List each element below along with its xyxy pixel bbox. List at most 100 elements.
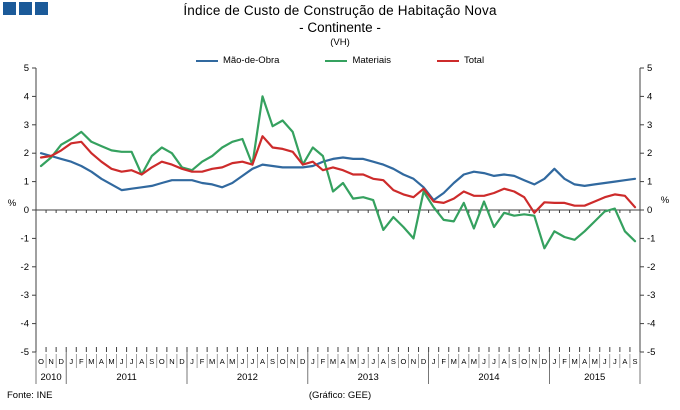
y-tick-label-right: -1 (647, 233, 655, 244)
x-month-label: F (321, 357, 326, 366)
x-month-label: M (229, 357, 235, 366)
x-month-label: J (240, 357, 244, 366)
x-month-label: J (130, 357, 134, 366)
y-tick-label-right: 3 (647, 120, 652, 131)
logo-square (35, 2, 48, 15)
y-tick-label-right: 0 (647, 205, 652, 216)
x-year-label: 2012 (237, 372, 258, 383)
x-month-label: D (542, 357, 548, 366)
legend-line-swatch (436, 59, 459, 62)
series-line-m-o-de-obra (39, 152, 637, 202)
x-month-label: M (108, 357, 114, 366)
x-month-label: S (391, 357, 396, 366)
series-line-total (39, 135, 637, 214)
x-month-label: J (553, 357, 557, 366)
page-title: Índice de Custo de Construção de Habitaç… (183, 3, 497, 18)
y-tick-label-left: -2 (21, 262, 29, 273)
y-tick-label-right: 5 (647, 63, 652, 74)
x-month-label: O (280, 357, 286, 366)
x-month-label: D (421, 357, 427, 366)
legend-label: Total (463, 55, 485, 66)
x-month-label: O (159, 357, 165, 366)
x-month-label: A (139, 357, 144, 366)
legend-label: Mão-de-Obra (222, 55, 280, 66)
legend-line-swatch (325, 59, 348, 62)
footer-source: Fonte: INE (7, 390, 53, 401)
x-month-label: S (512, 357, 517, 366)
x-month-label: D (300, 357, 306, 366)
x-month-label: J (432, 357, 436, 366)
x-month-label: D (58, 357, 64, 366)
x-month-label: A (341, 357, 346, 366)
title-block: Índice de Custo de Construção de Habitaç… (0, 3, 680, 48)
x-month-label: J (613, 357, 617, 366)
x-month-label: J (371, 357, 375, 366)
x-month-label: M (88, 357, 94, 366)
x-month-label: J (251, 357, 255, 366)
x-month-label: M (451, 357, 457, 366)
x-year-label: 2011 (116, 372, 136, 383)
y-tick-label-left: 3 (24, 120, 29, 131)
x-month-label: F (441, 357, 446, 366)
x-month-label: J (482, 357, 486, 366)
x-month-label: J (361, 357, 365, 366)
y-tick-label-right: 4 (647, 91, 652, 102)
x-month-label: N (532, 357, 537, 366)
x-year-label: 2010 (41, 372, 62, 383)
x-month-label: A (622, 357, 627, 366)
x-month-label: M (471, 357, 477, 366)
x-month-label: N (290, 357, 295, 366)
y-tick-label-left: -4 (21, 319, 29, 330)
y-tick-label-right: 1 (647, 177, 652, 188)
x-month-label: A (461, 357, 466, 366)
footer-credit: (Gráfico: GEE) (308, 390, 372, 401)
legend-item-m-o-de-obra: Mão-de-Obra (195, 55, 280, 66)
x-month-label: O (38, 357, 44, 366)
unit-label: (VH) (330, 37, 350, 48)
y-tick-label-right: -3 (647, 290, 655, 301)
y-tick-label-left: 4 (24, 91, 29, 102)
y-axis-unit-left: % (8, 198, 17, 209)
logo-square (3, 2, 16, 15)
x-month-label: D (179, 357, 185, 366)
legend: Mão-de-Obra Materiais Total (0, 55, 680, 66)
x-month-label: S (632, 357, 637, 366)
x-month-label: M (330, 357, 336, 366)
x-month-label: J (190, 357, 194, 366)
x-month-label: J (492, 357, 496, 366)
y-tick-label-left: 0 (24, 205, 29, 216)
logo-squares (3, 2, 48, 15)
y-tick-label-left: -5 (21, 347, 29, 358)
x-month-label: A (582, 357, 587, 366)
legend-item-total: Total (436, 55, 485, 66)
x-year-label: 2015 (584, 372, 605, 383)
legend-item-materiais: Materiais (325, 55, 391, 66)
y-tick-label-right: -4 (647, 319, 655, 330)
y-tick-label-right: -2 (647, 262, 655, 273)
y-tick-label-left: 1 (24, 177, 29, 188)
x-month-label: O (401, 357, 407, 366)
x-year-label: 2014 (478, 372, 499, 383)
x-month-label: A (381, 357, 386, 366)
x-month-label: J (603, 357, 607, 366)
y-tick-label-left: -1 (21, 233, 29, 244)
x-month-label: M (592, 357, 598, 366)
y-tick-label-left: 2 (24, 148, 29, 159)
x-month-label: N (48, 357, 53, 366)
legend-line-swatch (195, 59, 218, 62)
x-month-label: A (220, 357, 225, 366)
legend-label: Materiais (352, 55, 391, 66)
x-month-label: M (209, 357, 215, 366)
x-month-label: N (411, 357, 416, 366)
logo-square (19, 2, 32, 15)
y-tick-label-right: -5 (647, 347, 655, 358)
x-month-label: O (521, 357, 527, 366)
x-month-label: A (260, 357, 265, 366)
x-month-label: J (120, 357, 124, 366)
y-tick-label-right: 2 (647, 148, 652, 159)
x-year-label: 2013 (358, 372, 379, 383)
series-line-materiais (39, 95, 637, 250)
x-month-label: S (149, 357, 154, 366)
x-month-label: F (79, 357, 84, 366)
